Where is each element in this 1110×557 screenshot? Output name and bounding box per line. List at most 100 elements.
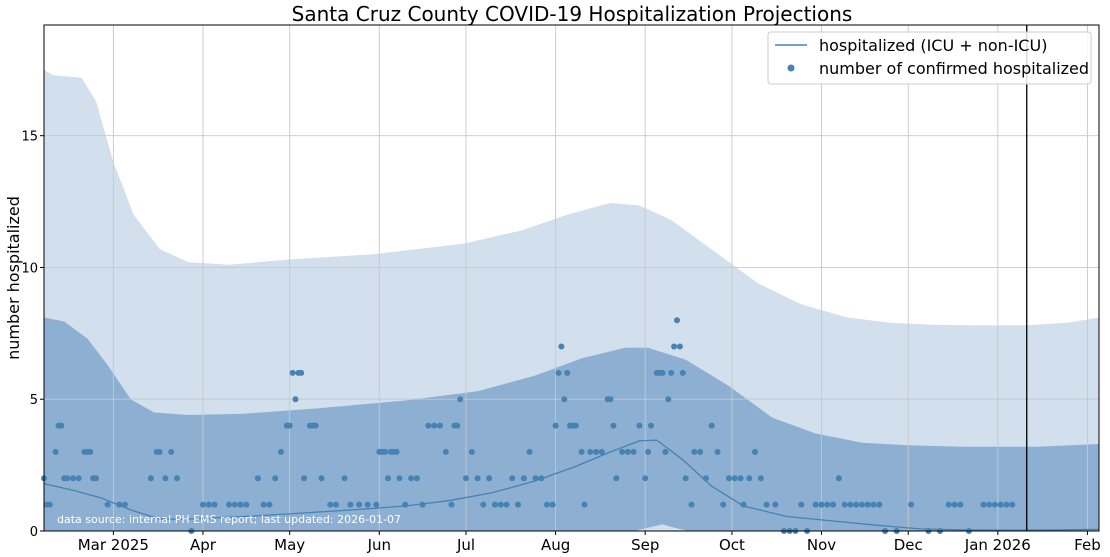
y-tick-label: 5 (30, 393, 38, 408)
x-tick-label: Mar 2025 (78, 536, 149, 554)
confirmed-hospitalized-point (491, 501, 498, 508)
confirmed-hospitalized-point (463, 475, 469, 482)
confirmed-hospitalized-point (720, 501, 727, 508)
confirmed-hospitalized-point (555, 369, 562, 376)
chart-title: Santa Cruz County COVID-19 Hospitalizati… (292, 2, 853, 26)
confirmed-hospitalized-point (864, 501, 871, 508)
confirmed-hospitalized-point (714, 448, 721, 455)
confirmed-hospitalized-point (156, 448, 163, 455)
confirmed-hospitalized-point (312, 422, 319, 429)
x-tick-label: Jul (456, 536, 475, 554)
confirmed-hospitalized-point (543, 501, 550, 508)
confirmed-hospitalized-point (205, 501, 212, 508)
confirmed-hospitalized-point (64, 475, 71, 482)
confirmed-hospitalized-point (289, 369, 296, 376)
confirmed-hospitalized-point (642, 475, 649, 482)
confirmed-hospitalized-point (503, 501, 510, 508)
confirmed-hospitalized-point (763, 501, 770, 508)
confirmed-hospitalized-point (396, 475, 403, 482)
confirmed-hospitalized-point (951, 501, 958, 508)
confirmed-hospitalized-point (515, 501, 521, 508)
confirmed-hospitalized-point (419, 501, 426, 508)
x-tick-label: Apr (190, 536, 217, 554)
confirmed-hospitalized-point (549, 501, 556, 508)
confirmed-hospitalized-point (757, 475, 764, 482)
legend-box (767, 31, 1092, 85)
confirmed-hospitalized-point (659, 369, 666, 376)
confirmed-hospitalized-point (532, 475, 539, 482)
y-tick-label: 15 (21, 130, 38, 145)
confirmed-hospitalized-point (662, 448, 669, 455)
confirmed-hospitalized-point (413, 475, 420, 482)
confirmed-hospitalized-point (648, 422, 654, 429)
confirmed-hospitalized-point (347, 501, 354, 508)
confirmed-hospitalized-point (702, 475, 709, 482)
confirmed-hospitalized-point (538, 475, 545, 482)
confirmed-hospitalized-point (298, 369, 305, 376)
confirmed-hospitalized-point (278, 448, 284, 455)
confirmed-hospitalized-point (997, 501, 1004, 508)
x-tick-label: Dec (894, 536, 923, 554)
confirmed-hospitalized-point (908, 501, 915, 508)
y-tick-label: 0 (30, 525, 38, 540)
confirmed-hospitalized-point (75, 475, 82, 482)
confirmed-hospitalized-point (682, 475, 689, 482)
confirmed-hospitalized-point (332, 501, 339, 508)
confirmed-hospitalized-point (558, 343, 565, 350)
confirmed-hospitalized-point (200, 501, 206, 508)
confirmed-hospitalized-point (509, 475, 516, 482)
x-tick-label: Jun (367, 536, 391, 554)
confirmed-hospitalized-point (859, 501, 865, 508)
confirmed-hospitalized-point (578, 448, 585, 455)
confirmed-hospitalized-point (587, 448, 594, 455)
confirmed-hospitalized-point (497, 501, 504, 508)
confirmed-hospitalized-point (853, 501, 860, 508)
confirmed-hospitalized-point (668, 369, 675, 376)
confirmed-hospitalized-point (798, 501, 805, 508)
confirmed-hospitalized-point (772, 501, 779, 508)
confirmed-hospitalized-point (425, 422, 432, 429)
confirmed-hospitalized-point (746, 475, 753, 482)
confirmed-hospitalized-point (382, 448, 389, 455)
confirmed-hospitalized-point (986, 501, 993, 508)
confirmed-hospitalized-point (564, 369, 571, 376)
y-axis-label: number hospitalized (4, 196, 23, 360)
confirmed-hospitalized-point (147, 475, 154, 482)
confirmed-hospitalized-point (58, 422, 65, 429)
confirmed-hospitalized-point (691, 448, 698, 455)
confirmed-hospitalized-point (818, 501, 825, 508)
confirmed-hospitalized-point (708, 422, 715, 429)
confirmed-hospitalized-point (610, 422, 617, 429)
confirmed-hospitalized-point (93, 475, 99, 482)
confirmed-hospitalized-point (830, 501, 837, 508)
confirmed-hospitalized-point (561, 396, 568, 403)
confirmed-hospitalized-point (174, 475, 180, 482)
data-source-note: data source: internal PH EMS report; las… (57, 513, 401, 526)
confirmed-hospitalized-point (286, 422, 293, 429)
confirmed-hospitalized-point (46, 501, 53, 508)
confirmed-hospitalized-point (607, 396, 614, 403)
confirmed-hospitalized-point (254, 475, 261, 482)
confirmed-hospitalized-point (408, 475, 415, 482)
confirmed-hospitalized-point (104, 501, 111, 508)
confirmed-hospitalized-point (847, 501, 854, 508)
confirmed-hospitalized-point (870, 501, 877, 508)
confirmed-hospitalized-point (486, 475, 493, 482)
x-axis: Mar 2025 Apr May Jun Jul Aug Sep Oct Nov Dec Jan 2… (78, 531, 1101, 554)
confirmed-hospitalized-point (665, 396, 672, 403)
confirmed-hospitalized-point (272, 475, 279, 482)
y-tick-label: 10 (21, 261, 38, 276)
confirmed-hospitalized-point (468, 448, 475, 455)
confirmed-hospitalized-point (231, 501, 238, 508)
confirmed-hospitalized-point (301, 475, 308, 482)
confirmed-hospitalized-point (676, 343, 683, 350)
confirmed-hospitalized-point (474, 475, 481, 482)
confirmed-hospitalized-point (630, 448, 637, 455)
x-tick-label: Aug (541, 536, 570, 554)
confirmed-hospitalized-point (162, 475, 169, 482)
confirmed-hospitalized-point (211, 501, 218, 508)
confirmed-hospitalized-point (841, 501, 848, 508)
confirmed-hospitalized-point (679, 369, 686, 376)
confirmed-hospitalized-point (243, 501, 250, 508)
